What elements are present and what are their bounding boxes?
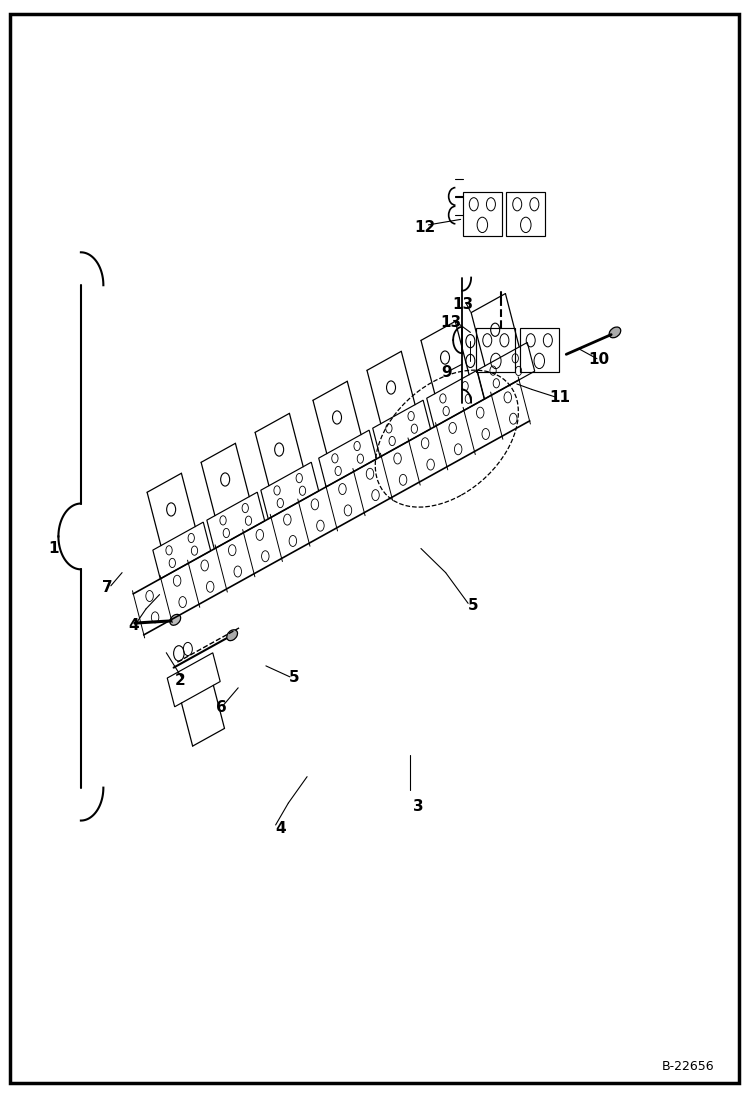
Text: B-22656: B-22656 xyxy=(661,1060,714,1073)
Ellipse shape xyxy=(609,327,621,338)
Text: 2: 2 xyxy=(175,672,185,688)
Text: 5: 5 xyxy=(289,670,300,686)
Text: 9: 9 xyxy=(441,365,452,381)
Text: 11: 11 xyxy=(550,389,571,405)
Bar xyxy=(476,328,515,372)
Text: 7: 7 xyxy=(102,580,112,596)
Text: 1: 1 xyxy=(49,541,59,556)
Text: 10: 10 xyxy=(589,352,610,367)
Text: 3: 3 xyxy=(413,799,423,814)
Text: 4: 4 xyxy=(276,821,286,836)
Bar xyxy=(520,328,559,372)
Text: 12: 12 xyxy=(415,219,436,235)
Text: 5: 5 xyxy=(468,598,479,613)
Ellipse shape xyxy=(227,630,237,641)
Text: 4: 4 xyxy=(128,618,139,633)
Ellipse shape xyxy=(170,614,181,625)
Bar xyxy=(463,192,502,236)
Text: 13: 13 xyxy=(440,315,461,330)
Text: 6: 6 xyxy=(216,700,226,715)
Text: 13: 13 xyxy=(452,297,473,313)
Bar xyxy=(506,192,545,236)
